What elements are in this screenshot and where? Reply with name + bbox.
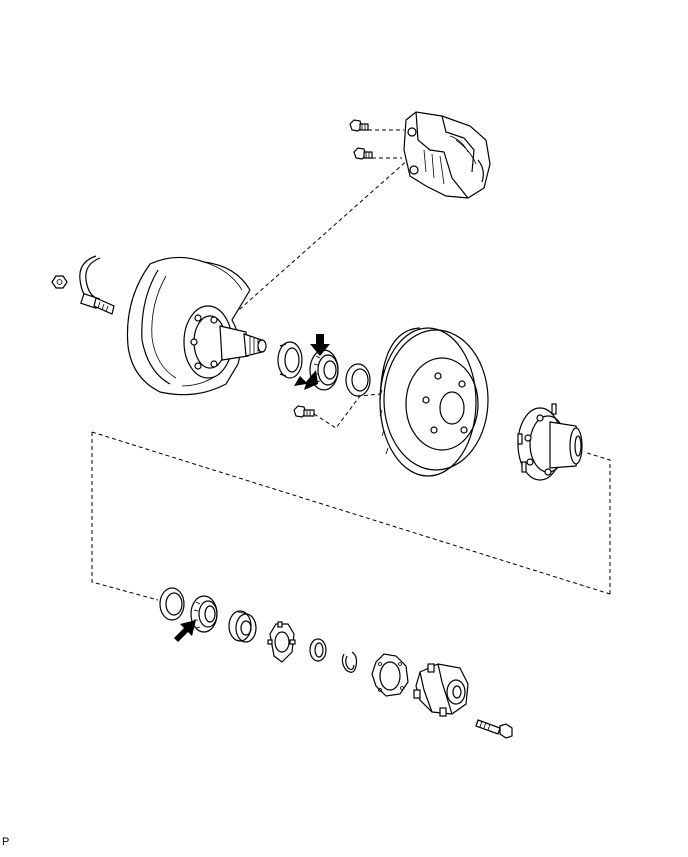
lock-nut [267, 621, 296, 663]
steering-knuckle [183, 305, 267, 379]
adjusting-nut [228, 610, 257, 643]
free-wheel-hub [413, 663, 469, 717]
corner-label: P [2, 836, 10, 848]
disc-bolt [293, 405, 315, 418]
snap-ring [341, 651, 358, 673]
sensor-nut [51, 275, 68, 289]
leader-lines [91, 129, 611, 601]
hub-flange-gasket [371, 653, 409, 697]
indicator-arrow-inner-bearing-top [310, 334, 330, 356]
caliper-bolt-lower [353, 147, 373, 160]
indicator-arrow-outer-bearing [174, 620, 196, 642]
brake-disc [379, 327, 489, 477]
lock-washer [309, 638, 327, 662]
abs-speed-sensor [79, 255, 115, 315]
inner-bearing-race [345, 363, 371, 397]
hub-bolt [475, 719, 513, 739]
caliper-bolt-upper [349, 119, 369, 132]
outer-bearing [190, 595, 218, 633]
oil-seal [277, 341, 303, 379]
caliper [403, 111, 491, 199]
indicator-arrow-inner-bearing-side [294, 370, 318, 390]
outer-bearing-race [159, 587, 185, 621]
axle-hub [517, 403, 583, 481]
